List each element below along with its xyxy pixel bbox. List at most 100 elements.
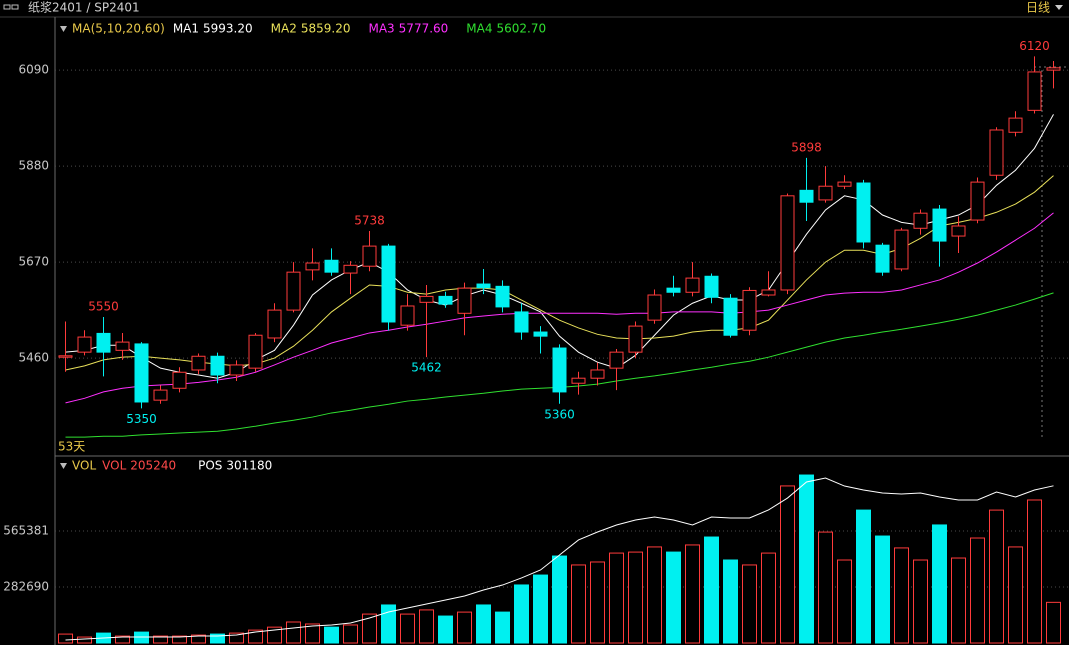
volume-bar <box>666 551 681 644</box>
volume-bar <box>400 613 415 644</box>
volume-bar <box>362 613 377 644</box>
y-tick-label: 282690 <box>3 580 49 594</box>
candle-body <box>799 189 814 203</box>
volume-bar <box>837 559 852 644</box>
y-tick-label: 565381 <box>3 524 49 538</box>
volume-bar <box>210 633 225 644</box>
legend-text: 301180 <box>226 459 272 473</box>
candle-body <box>438 295 453 305</box>
candle-body <box>571 377 586 384</box>
candle-body <box>476 283 491 289</box>
volume-bar <box>685 544 700 644</box>
window-icon[interactable] <box>3 4 11 10</box>
candle-body <box>229 364 244 376</box>
legend-text: MA2 <box>271 22 297 36</box>
window-icon[interactable] <box>11 4 19 10</box>
volume-bar <box>951 557 966 644</box>
volume-bar <box>818 531 833 644</box>
volume-bar <box>457 611 472 644</box>
volume-bar <box>172 635 187 644</box>
volume-bar <box>58 633 73 644</box>
volume-bar <box>609 552 624 644</box>
legend-text: 5777.60 <box>399 22 449 36</box>
candle-body <box>381 245 396 323</box>
volume-bar <box>894 547 909 644</box>
candle-body <box>552 347 567 393</box>
volume-bar <box>780 485 795 644</box>
candle-body <box>77 336 92 353</box>
high-label: 5898 <box>791 140 822 154</box>
volume-bar <box>324 626 339 644</box>
volume-bar <box>514 584 529 644</box>
volume-bar <box>134 631 149 644</box>
volume-bar <box>381 604 396 644</box>
volume-bar <box>704 536 719 644</box>
candle-body <box>970 181 985 221</box>
volume-bar <box>267 626 282 644</box>
candle-body <box>210 355 225 376</box>
low-label: 5360 <box>544 407 575 421</box>
candle-body <box>704 275 719 298</box>
candle-body <box>96 332 111 353</box>
candle-body <box>419 295 434 303</box>
volume-bar <box>742 564 757 644</box>
volume-bar <box>476 604 491 644</box>
candle-body <box>324 259 339 273</box>
volume-bar <box>248 629 263 644</box>
candle-body <box>134 343 149 403</box>
volume-bar <box>1046 601 1061 644</box>
candle-body <box>723 297 738 336</box>
candle-body <box>761 289 776 296</box>
low-label: 5462 <box>411 361 442 375</box>
candle-body <box>913 212 928 229</box>
candle-body <box>400 305 415 326</box>
volume-bar <box>1008 546 1023 644</box>
volume-bar <box>286 621 301 644</box>
volume-bar <box>77 636 92 644</box>
volume-bar <box>989 509 1004 644</box>
volume-bar <box>533 574 548 644</box>
legend-text: MA3 <box>368 22 394 36</box>
volume-bar <box>799 474 814 644</box>
high-label: 5550 <box>88 299 119 313</box>
volume-bar <box>875 535 890 644</box>
candle-body <box>153 389 168 401</box>
candle-body <box>172 371 187 389</box>
volume-bar <box>590 561 605 644</box>
panel-menu[interactable] <box>60 26 67 32</box>
period-selector[interactable]: 日线 <box>1026 1 1050 15</box>
volume-bar <box>970 537 985 644</box>
bar-count: 53天 <box>58 440 85 454</box>
volume-bar <box>913 559 928 644</box>
candle-body <box>305 262 320 271</box>
legend-text: 5993.20 <box>203 22 253 36</box>
dropdown-arrow[interactable] <box>1055 5 1063 10</box>
volume-bar <box>191 634 206 644</box>
y-tick-label: 5880 <box>18 159 49 173</box>
ma-line <box>65 212 1054 404</box>
volume-bar <box>229 632 244 644</box>
candle-body <box>894 229 909 270</box>
volume-bar <box>343 624 358 644</box>
legend-text: 205240 <box>130 459 176 473</box>
volume-bar <box>571 564 586 644</box>
candle-body <box>115 341 130 351</box>
volume-bar <box>761 552 776 644</box>
candle-body <box>932 208 947 242</box>
candle-body <box>742 289 757 331</box>
y-tick-label: 5670 <box>18 255 49 269</box>
volume-bar <box>419 609 434 644</box>
panel-menu[interactable] <box>60 463 67 469</box>
volume-bar <box>115 635 130 644</box>
candle-body <box>647 294 662 321</box>
volume-bar <box>856 509 871 644</box>
volume-bar <box>495 611 510 644</box>
contract-title: 纸浆2401 / SP2401 <box>28 0 140 15</box>
legend-text: MA1 <box>173 22 199 36</box>
candle-body <box>685 277 700 293</box>
candle-body <box>457 287 472 314</box>
candle-body <box>267 309 282 339</box>
volume-bar <box>438 615 453 644</box>
